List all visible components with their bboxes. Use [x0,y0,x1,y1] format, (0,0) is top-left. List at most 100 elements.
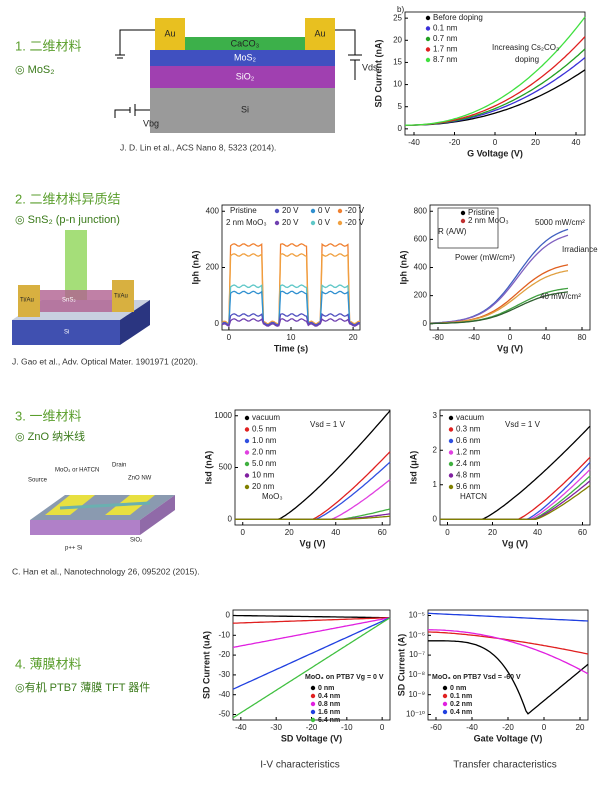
y-tick-label: -50 [218,710,230,719]
y-axis-label: Iph (nA) [190,251,200,285]
legend-label: 0 nm [318,685,334,692]
legend-label: -20 V [345,206,365,215]
figure: 0 20 40 60 0 1 2 3 Vg (V) Isd (μA) vacuum 0.3 nm 0.6… [408,409,591,548]
legend-marker [425,26,431,31]
section-title: 4. 薄膜材料 [15,656,81,671]
section-title: 3. 一维材料 [15,408,81,423]
legend-label: 0 V [318,206,331,215]
sio2-layer [150,66,335,88]
legend-marker [274,208,280,214]
y-tick-label: 600 [414,234,428,243]
y-axis-label: SD Current (A) [396,634,406,697]
caption: Transfer characteristics [453,760,557,771]
plot-frame [439,409,591,526]
si-edge [140,495,175,535]
y-tick-label: 3 [433,411,438,420]
x-tick-label: 40 [331,528,340,537]
annotation: 40 mW/cm² [540,292,581,301]
legend-label: -20 V [345,218,365,227]
section-subtitle: ◎ MoS₂ [15,64,55,76]
legend-label: 0.1 nm [450,693,472,700]
y-tick-label: 2 [433,445,438,454]
legend-label: 20 nm [252,482,275,491]
legend-label: 0.4 nm [318,693,340,700]
annotation: MoO₃ on PTB7 Vsd = -60 V [432,674,521,681]
curve [235,515,391,520]
x-axis-label: Vg (V) [497,343,523,353]
legend-marker [442,693,448,699]
si-side [30,520,140,535]
label: Si [241,104,249,114]
legend-marker [448,450,454,455]
x-tick-label: -20 [502,723,514,732]
legend-label: 0 V [318,218,331,227]
curve [232,617,391,624]
y-tick-label: 0 [423,319,428,328]
legend-label: Pristine [468,208,495,217]
curve [221,313,361,327]
legend-label: 0.2 nm [450,701,472,708]
nanowire [59,501,151,510]
label: Source [28,478,48,484]
headings: 1. 二维材料 ◎ MoS₂ J. D. Lin et al., ACS Nan… [12,38,557,770]
legend-label: 0.6 nm [456,436,481,445]
legend-marker [244,484,250,490]
label: SnS₂ [62,298,76,304]
sns2-flake [40,290,112,312]
citation: J. D. Lin et al., ACS Nano 8, 5323 (2014… [120,142,276,152]
y-tick-label: -10 [218,630,230,639]
y-tick-label: -30 [218,670,230,679]
y-tick-label: 400 [206,206,220,215]
x-tick-label: 80 [578,333,587,342]
mos2-layer [150,50,335,66]
curve [440,484,591,520]
legend-marker [244,427,250,432]
label: Au [314,28,325,38]
legend-label: 8.7 nm [433,55,458,64]
legend-marker [442,709,448,715]
curve [429,234,569,324]
annotation: 5000 mW/cm² [535,218,585,227]
x-axis-label: Time (s) [274,343,308,353]
curve [221,284,361,327]
device-sns2: Ti/Au Ti/Au SnS₂ Si [12,230,150,345]
legend-label: 5.0 nm [252,459,277,468]
substrate-edge [120,300,150,345]
x-tick-label: 60 [378,528,387,537]
legend-marker [442,701,448,707]
annotation: b) [397,5,404,14]
legend-label: 10 nm [252,471,275,480]
annotation: Vsd = 1 V [310,420,346,429]
caco3-layer [185,37,305,50]
y-tick-label: 10⁻⁸ [409,670,426,679]
y-tick-label: 0 [226,611,231,620]
y-tick-label: 0 [433,514,438,523]
caption: I-V characteristics [260,760,339,771]
curve [232,617,391,690]
legend-marker [310,717,316,723]
section-subtitle: ◎ ZnO 纳米线 [15,429,85,443]
legend-marker [448,473,454,478]
annotation: MoO₃ [262,492,283,501]
y-tick-label: 25 [393,13,402,22]
annotation: Increasing Cs₂CO₃ [492,43,559,52]
legend-marker [310,701,316,707]
y-tick-label: -20 [218,650,230,659]
x-tick-label: 0 [227,333,232,342]
x-tick-label: -20 [449,138,461,147]
legend-label: 9.6 nm [456,482,481,491]
x-tick-label: 0 [542,723,547,732]
x-tick-label: 20 [285,528,294,537]
electrode [155,18,185,50]
x-axis-label: Vg (V) [300,538,326,548]
label: p++ Si [65,546,82,552]
x-axis-label: Gate Voltage (V) [474,733,543,743]
curve [233,614,390,619]
y-tick-label: 10⁻⁵ [409,611,425,620]
legend-label: 2.0 nm [252,448,277,457]
legend-label: 2 nm MoO₃ [468,216,509,225]
legend-label: Before doping [433,13,483,22]
y-axis-label: Isd (nA) [203,451,213,485]
legend-marker [425,57,431,63]
